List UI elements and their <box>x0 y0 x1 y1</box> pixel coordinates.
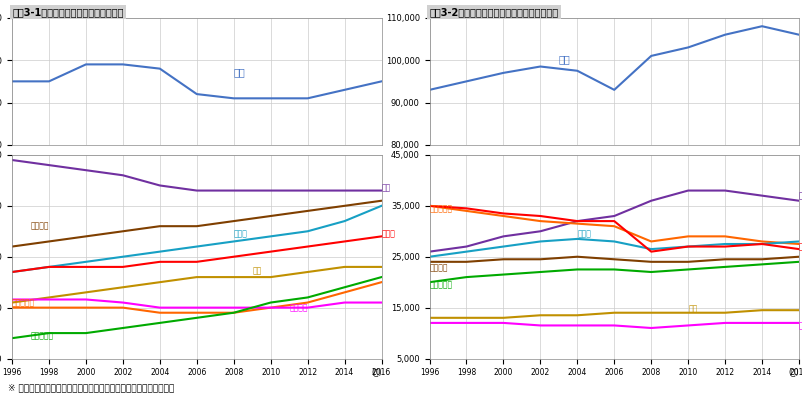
Text: 外科: 外科 <box>798 191 802 200</box>
Text: 循環器内科: 循環器内科 <box>429 280 452 289</box>
Text: (年): (年) <box>788 368 798 377</box>
Text: 内科: 内科 <box>233 67 245 78</box>
Text: 外科: 外科 <box>381 183 391 192</box>
Text: 産婦人科: 産婦人科 <box>289 303 307 312</box>
Text: (人): (人) <box>14 7 26 17</box>
Text: 整形外科: 整形外科 <box>30 222 49 230</box>
Text: 精神科: 精神科 <box>577 229 590 238</box>
Text: 循環器内科: 循環器内科 <box>30 332 54 341</box>
Text: 竼科: 竼科 <box>687 304 696 313</box>
Text: 図袅3-1．　主たる診療科別医師数推移: 図袅3-1． 主たる診療科別医師数推移 <box>12 7 124 17</box>
Text: 小児科: 小児科 <box>381 230 395 239</box>
Text: 精神科: 精神科 <box>233 230 247 239</box>
Text: 小児科: 小児科 <box>798 242 802 251</box>
Text: 産婦人科: 産婦人科 <box>798 321 802 330</box>
Text: 図袅3-2．　複数回答での診療科別医師数推移: 図袅3-2． 複数回答での診療科別医師数推移 <box>429 7 558 17</box>
Text: (年): (年) <box>371 368 381 377</box>
Text: ※ 「医師・歯科医師・薬剤師調査」（厚生労働省）より、筆者作成: ※ 「医師・歯科医師・薬剤師調査」（厚生労働省）より、筆者作成 <box>8 383 174 392</box>
Text: (人): (人) <box>431 7 443 17</box>
Text: 内科: 内科 <box>558 54 570 64</box>
Text: 整形外科: 整形外科 <box>429 264 448 272</box>
Text: 竼科: 竼科 <box>252 266 261 275</box>
Text: 消化器内科: 消化器内科 <box>429 204 452 213</box>
Text: 消化器内科: 消化器内科 <box>12 298 35 307</box>
